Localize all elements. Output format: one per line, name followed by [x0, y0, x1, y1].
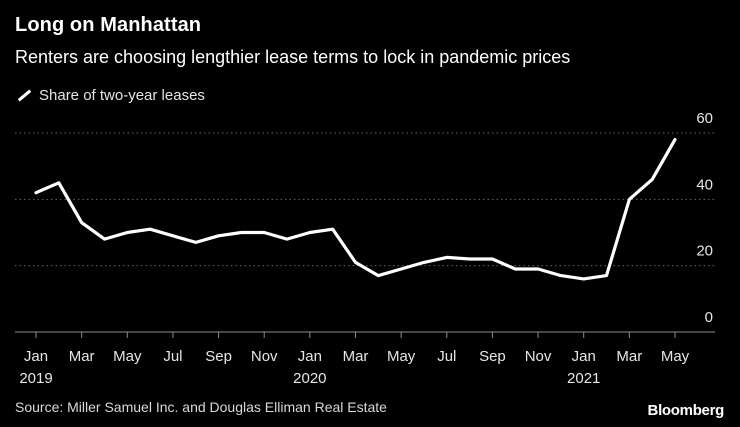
x-tick-year-label: 2019 — [19, 370, 52, 387]
chart-title: Long on Manhattan — [15, 14, 202, 36]
x-tick-label: Jan — [298, 348, 322, 365]
x-tick-label: Mar — [69, 348, 95, 365]
y-tick-label: 0 — [705, 309, 713, 326]
y-tick-label: 40 — [696, 176, 713, 193]
x-tick-label: May — [661, 348, 690, 365]
y-tick-label: 60 — [696, 110, 713, 127]
x-tick-label: Jan — [572, 348, 596, 365]
series-line — [34, 138, 677, 281]
x-tick-label: Mar — [616, 348, 642, 365]
source-note: Source: Miller Samuel Inc. and Douglas E… — [15, 399, 387, 415]
x-tick-label: Mar — [343, 348, 369, 365]
y-tick-label: 20 — [696, 243, 713, 260]
x-tick-label: Jul — [437, 348, 456, 365]
legend-label: Share of two-year leases — [39, 87, 205, 104]
x-tick-label: Nov — [525, 348, 552, 365]
x-tick-year-label: 2020 — [293, 370, 326, 387]
chart-subtitle: Renters are choosing lengthier lease ter… — [15, 47, 571, 67]
x-tick-label: Sep — [205, 348, 232, 365]
x-tick-label: Jan — [24, 348, 48, 365]
x-tick-label: Jul — [163, 348, 182, 365]
x-tick-label: May — [387, 348, 416, 365]
x-tick-label: May — [113, 348, 142, 365]
x-tick-label: Sep — [479, 348, 506, 365]
legend: Share of two-year leases — [15, 87, 205, 104]
bloomberg-logo: Bloomberg — [647, 402, 725, 419]
x-tick-year-label: 2021 — [567, 370, 600, 387]
x-tick-label: Nov — [251, 348, 278, 365]
